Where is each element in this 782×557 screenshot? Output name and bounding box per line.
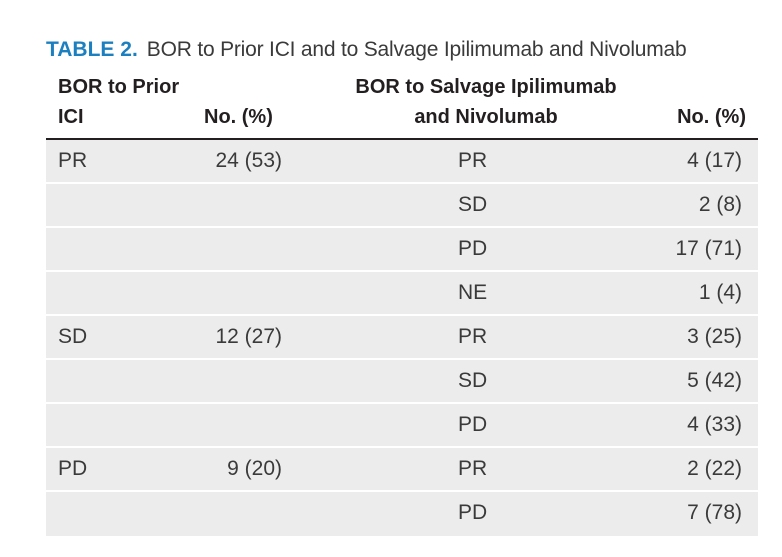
- header-bor-prior: BOR to Prior ICI: [58, 72, 208, 132]
- cell-no-salvage: 5 (42): [687, 369, 742, 392]
- cell-bor-salvage: PD: [458, 501, 488, 524]
- table-row: NE 1 (4): [46, 272, 758, 316]
- table-body: PR 24 (53) PR 4 (17) SD 2 (8) PD 17 (71) NE 1 (4)…: [46, 140, 758, 536]
- cell-bor-salvage: PD: [458, 413, 488, 436]
- cell-no-salvage: 2 (22): [687, 457, 742, 480]
- cell-no-prior: 12 (27): [215, 325, 282, 348]
- table-row: SD 12 (27) PR 3 (25): [46, 316, 758, 360]
- table-label: TABLE 2.: [46, 38, 138, 61]
- header-bor-prior-line1: BOR to Prior: [58, 76, 180, 98]
- table-row: PD 4 (33): [46, 404, 758, 448]
- cell-bor-salvage: PD: [458, 237, 488, 260]
- cell-no-prior: 9 (20): [227, 457, 282, 480]
- header-no-pct-prior: No. (%): [204, 106, 273, 128]
- cell-bor-salvage: SD: [458, 369, 488, 392]
- header-bor-salvage-line2: and Nivolumab: [414, 106, 558, 128]
- cell-bor-prior: PR: [58, 149, 88, 172]
- table-header: BOR to Prior ICI No. (%) BOR to Salvage …: [46, 72, 758, 136]
- header-bor-salvage-line1: BOR to Salvage Ipilimumab: [355, 76, 617, 98]
- cell-bor-salvage: NE: [458, 281, 488, 304]
- cell-no-salvage: 1 (4): [698, 281, 742, 304]
- table-row: SD 5 (42): [46, 360, 758, 404]
- cell-no-prior: 24 (53): [215, 149, 282, 172]
- header-rule: [46, 138, 758, 140]
- table-row: PD 9 (20) PR 2 (22): [46, 448, 758, 492]
- header-no-pct-salvage: No. (%): [677, 106, 746, 128]
- cell-no-salvage: 17 (71): [675, 237, 742, 260]
- table-row: PR 24 (53) PR 4 (17): [46, 140, 758, 184]
- cell-bor-salvage: PR: [458, 457, 488, 480]
- cell-bor-salvage: SD: [458, 193, 488, 216]
- table-row: SD 2 (8): [46, 184, 758, 228]
- header-bor-prior-line2: ICI: [58, 106, 84, 128]
- header-bor-salvage: BOR to Salvage Ipilimumab and Nivolumab: [336, 72, 636, 132]
- cell-no-salvage: 4 (33): [687, 413, 742, 436]
- table-caption: TABLE 2. BOR to Prior ICI and to Salvage …: [46, 38, 687, 62]
- table-row: PD 7 (78): [46, 492, 758, 536]
- cell-no-salvage: 2 (8): [698, 193, 742, 216]
- table-row: PD 17 (71): [46, 228, 758, 272]
- cell-no-salvage: 7 (78): [687, 501, 742, 524]
- cell-bor-salvage: PR: [458, 149, 488, 172]
- cell-no-salvage: 4 (17): [687, 149, 742, 172]
- cell-no-salvage: 3 (25): [687, 325, 742, 348]
- cell-bor-prior: SD: [58, 325, 88, 348]
- cell-bor-prior: PD: [58, 457, 88, 480]
- cell-bor-salvage: PR: [458, 325, 488, 348]
- table-title: BOR to Prior ICI and to Salvage Ipilimum…: [146, 38, 687, 61]
